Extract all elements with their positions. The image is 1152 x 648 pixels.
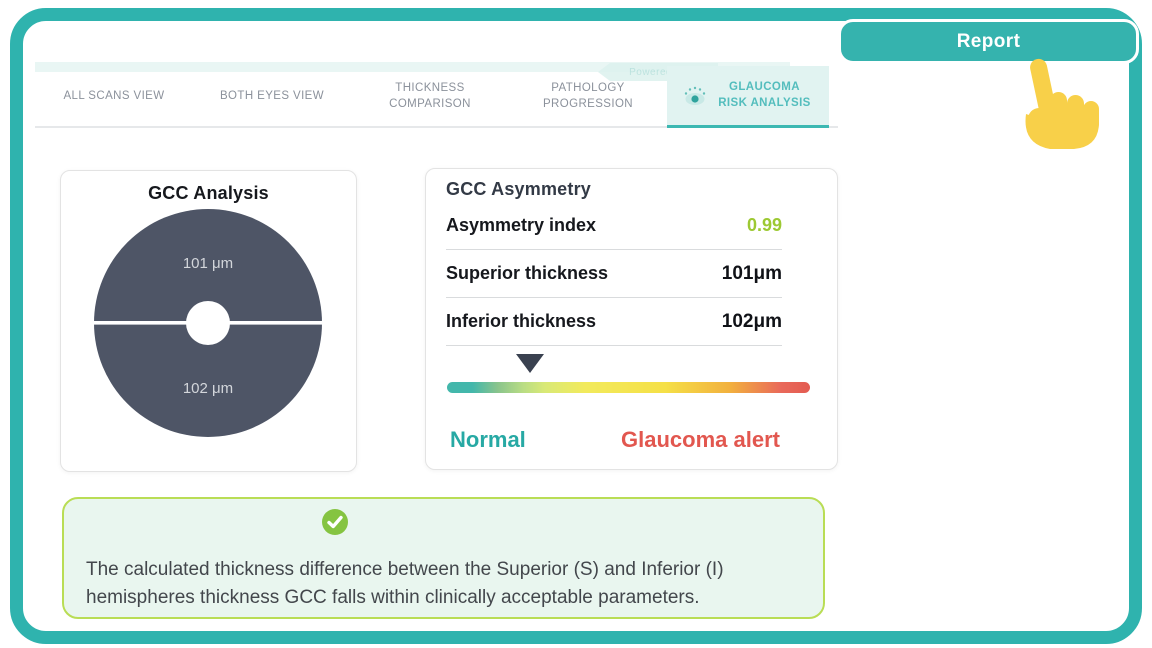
superior-thickness-value: 101μm <box>721 262 782 284</box>
tab-bar-divider <box>35 126 838 128</box>
tab-glaucoma-risk-analysis[interactable]: GLAUCOMA RISK ANALYSIS <box>667 66 829 128</box>
gcc-analysis-card: GCC Analysis 101 μm 102 μm <box>60 170 357 472</box>
asymmetry-index-value: 0.99 <box>746 215 782 235</box>
glaucoma-alert-label: Glaucoma alert <box>621 427 780 452</box>
risk-scale-gradient-bar <box>447 382 810 393</box>
report-button[interactable]: Report <box>838 19 1139 64</box>
tab-label: PATHOLOGY PROGRESSION <box>542 82 634 110</box>
summary-line-2: hemispheres thickness GCC falls within c… <box>86 587 700 608</box>
superior-thickness-label: 101 μm <box>183 255 233 272</box>
gcc-asymmetry-title: GCC Asymmetry <box>446 179 591 199</box>
check-circle-icon <box>322 509 348 535</box>
risk-scale-labels: Normal Glaucoma alert <box>450 427 815 453</box>
asymmetry-table: Asymmetry index 0.99 Superior thickness … <box>446 202 782 346</box>
summary-line-1: The calculated thickness difference betw… <box>86 559 724 580</box>
normal-label: Normal <box>450 427 526 452</box>
tab-thickness-comparison[interactable]: THICKNESS COMPARISON <box>351 66 509 128</box>
tab-pathology-progression[interactable]: PATHOLOGY PROGRESSION <box>509 66 667 128</box>
row-label: Inferior thickness <box>446 311 597 331</box>
tab-label: ALL SCANS VIEW <box>63 90 165 103</box>
inferior-thickness-value: 102μm <box>721 310 782 332</box>
gcc-analysis-title: GCC Analysis <box>148 183 269 203</box>
tab-both-eyes-view[interactable]: BOTH EYES VIEW <box>193 66 351 128</box>
tab-bar: ALL SCANS VIEW BOTH EYES VIEW THICKNESS … <box>35 66 829 128</box>
summary-text: The calculated thickness difference betw… <box>86 556 816 612</box>
eye-icon <box>684 86 705 105</box>
table-row-inferior-thickness: Inferior thickness 102μm <box>446 298 782 346</box>
result-summary-box: The calculated thickness difference betw… <box>62 497 825 619</box>
gcc-asymmetry-card: GCC Asymmetry Asymmetry index 0.99 Super… <box>425 168 838 470</box>
powered-by-label: Powered by <box>629 66 687 78</box>
tab-label: BOTH EYES VIEW <box>219 90 324 103</box>
row-label: Superior thickness <box>446 263 609 283</box>
tabbar-highlight-strip <box>35 62 790 72</box>
row-label: Asymmetry index <box>446 215 597 235</box>
tab-label: THICKNESS COMPARISON <box>389 82 471 110</box>
table-row-asymmetry-index: Asymmetry index 0.99 <box>446 202 782 250</box>
gcc-hemisphere-donut: 101 μm 102 μm <box>92 209 324 437</box>
hand-pointer-cursor <box>1025 58 1099 149</box>
risk-scale-marker-icon <box>516 354 545 373</box>
risk-scale-track <box>447 354 810 374</box>
inferior-thickness-label: 102 μm <box>183 380 233 397</box>
tab-label: GLAUCOMA RISK ANALYSIS <box>718 80 811 109</box>
table-row-superior-thickness: Superior thickness 101μm <box>446 250 782 298</box>
tab-all-scans-view[interactable]: ALL SCANS VIEW <box>35 66 193 128</box>
